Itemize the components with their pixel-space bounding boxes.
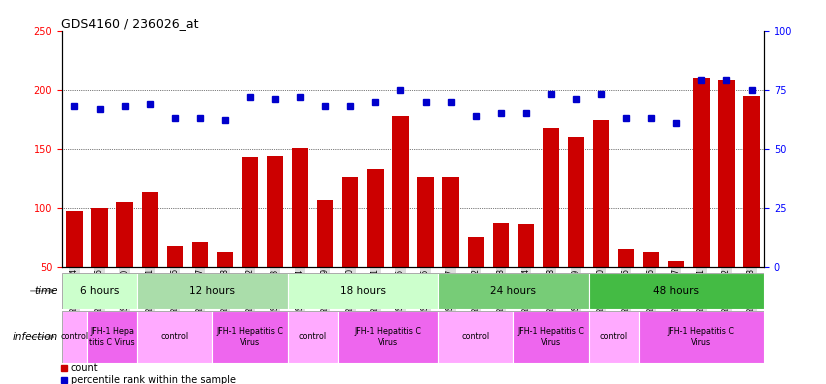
Bar: [317, 200, 334, 267]
Text: 12 hours: 12 hours: [189, 286, 235, 296]
Bar: [743, 96, 760, 267]
Bar: [212, 311, 287, 363]
Bar: [368, 169, 383, 267]
Bar: [518, 224, 534, 267]
Bar: [443, 177, 458, 267]
Bar: [242, 157, 259, 267]
Text: GDS4160 / 236026_at: GDS4160 / 236026_at: [61, 17, 199, 30]
Bar: [668, 261, 685, 267]
Bar: [417, 177, 434, 267]
Text: time: time: [35, 286, 58, 296]
Bar: [141, 192, 158, 267]
Bar: [513, 311, 588, 363]
Bar: [137, 311, 212, 363]
Bar: [292, 147, 308, 267]
Bar: [588, 311, 638, 363]
Text: count: count: [71, 363, 98, 373]
Bar: [338, 311, 438, 363]
Text: 18 hours: 18 hours: [339, 286, 386, 296]
Bar: [593, 121, 610, 267]
Text: percentile rank within the sample: percentile rank within the sample: [71, 375, 235, 384]
Bar: [643, 252, 659, 267]
Bar: [116, 202, 133, 267]
Text: JFH-1 Hepatitis C
Virus: JFH-1 Hepatitis C Virus: [517, 327, 585, 347]
Bar: [287, 273, 438, 309]
Text: JFH-1 Hepatitis C
Virus: JFH-1 Hepatitis C Virus: [354, 327, 421, 347]
Bar: [392, 116, 409, 267]
Bar: [167, 246, 183, 267]
Bar: [66, 211, 83, 267]
Bar: [342, 177, 358, 267]
Bar: [719, 80, 734, 267]
Text: control: control: [600, 333, 628, 341]
Text: JFH-1 Hepatitis C
Virus: JFH-1 Hepatitis C Virus: [216, 327, 283, 347]
Text: JFH-1 Hepatitis C
Virus: JFH-1 Hepatitis C Virus: [668, 327, 735, 347]
Text: 24 hours: 24 hours: [491, 286, 536, 296]
Bar: [92, 208, 107, 267]
Text: 48 hours: 48 hours: [653, 286, 700, 296]
Bar: [618, 249, 634, 267]
Bar: [438, 273, 588, 309]
Bar: [492, 223, 509, 267]
Bar: [62, 311, 87, 363]
Text: control: control: [462, 333, 490, 341]
Bar: [693, 78, 710, 267]
Text: 6 hours: 6 hours: [80, 286, 119, 296]
Bar: [62, 273, 137, 309]
Bar: [137, 273, 287, 309]
Text: JFH-1 Hepa
titis C Virus: JFH-1 Hepa titis C Virus: [89, 327, 135, 347]
Bar: [438, 311, 513, 363]
Text: control: control: [161, 333, 189, 341]
Bar: [588, 273, 764, 309]
Text: infection: infection: [12, 332, 58, 342]
Bar: [192, 242, 208, 267]
Bar: [216, 252, 233, 267]
Bar: [468, 237, 484, 267]
Bar: [87, 311, 137, 363]
Bar: [638, 311, 764, 363]
Bar: [287, 311, 338, 363]
Bar: [543, 127, 559, 267]
Bar: [267, 156, 283, 267]
Bar: [567, 137, 584, 267]
Text: control: control: [299, 333, 327, 341]
Text: control: control: [60, 333, 88, 341]
